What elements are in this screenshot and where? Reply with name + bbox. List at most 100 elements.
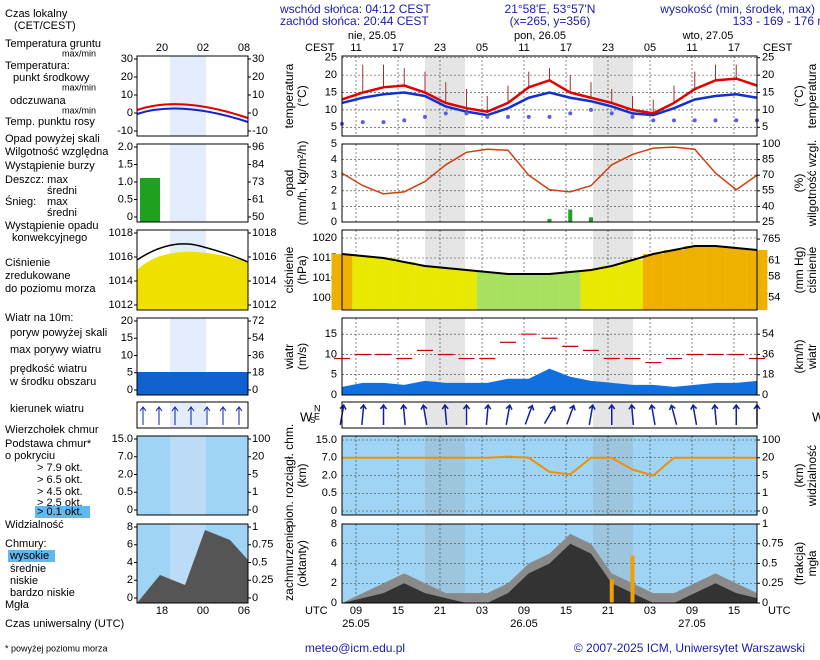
compass: W [812, 409, 820, 424]
legend-tick-label: 1016 [252, 251, 276, 263]
legend-tick-label: 36 [252, 349, 264, 361]
y-tick-label: 25 [325, 52, 337, 64]
pressure-fill [414, 266, 436, 310]
legend-hour: 18 [156, 605, 168, 617]
wind-arrow [484, 403, 492, 426]
y2-tick-label: 0 [762, 505, 768, 517]
top-tick-label: 05 [476, 42, 488, 54]
y-tick-label: 0.5 [322, 487, 337, 499]
legend-tick-label: -10 [117, 125, 133, 137]
legend-label: Wiatr na 10m: [5, 312, 73, 324]
top-tick-label: 17 [560, 42, 572, 54]
compass: N [314, 403, 321, 413]
legend-box [35, 506, 90, 518]
panel-border [341, 55, 758, 137]
legend-label: max/min [62, 48, 96, 58]
y2-tick-label: 0 [762, 597, 768, 609]
footer-note: * powyżej poziomu morza [5, 643, 108, 653]
pressure-fill [622, 260, 643, 310]
axis-title: (oktanty) [295, 540, 309, 587]
y2-tick-label: 20 [762, 69, 774, 81]
y2-tick-label: 5 [762, 469, 768, 481]
legend-label: prędkość wiatru [10, 363, 87, 375]
legend-tick-label: 2.0 [118, 468, 133, 480]
legend-tick-label: 0 [127, 384, 133, 396]
legend-label: konwekcyjnego [12, 232, 87, 244]
y-tick-label: 1010 [313, 272, 337, 284]
dew-point [485, 114, 490, 119]
dew-point [443, 111, 448, 116]
legend-label: średni [47, 207, 77, 219]
precip-bar [568, 209, 573, 222]
y2-tick-label: 25 [762, 216, 774, 228]
legend-label: Wilgotność względna [5, 146, 109, 158]
compass: E [314, 411, 320, 421]
legend-label: > 6.5 okt. [37, 474, 83, 486]
legend-label: Śnieg: [5, 195, 36, 208]
legend-night [170, 144, 206, 222]
legend-tick-label: 6 [127, 539, 133, 551]
legend-tick-label: 54 [252, 332, 264, 344]
bottom-label: UTC [305, 605, 328, 617]
legend-tick-label: 0 [127, 592, 133, 604]
top-tick-label: 17 [728, 42, 740, 54]
wind-arrow [648, 403, 656, 425]
legend-night [170, 56, 206, 136]
y-tick-label: 4 [331, 557, 337, 569]
y-tick-label: 0 [331, 389, 337, 401]
y-tick-label: 1015 [313, 252, 337, 264]
top-tick-label: 11 [518, 42, 529, 54]
legend-tick-label: 4 [127, 556, 133, 568]
night-band [593, 56, 633, 136]
panel-border [341, 143, 758, 223]
legend-label: zredukowane [5, 270, 70, 282]
legend-border [136, 317, 249, 396]
legend-border [136, 401, 249, 429]
axis-title: pion. rozciągł. chm. [282, 424, 296, 527]
legend-tick-label: 15 [121, 332, 133, 344]
dew-point [568, 111, 573, 116]
legend-hour: 06 [238, 605, 250, 617]
night-band [425, 144, 465, 222]
legend-tick-label: 30 [121, 53, 133, 65]
panel [342, 56, 757, 136]
humidity-line [341, 146, 758, 195]
legend-label: max/min [62, 105, 96, 115]
legend-label: odczuwana [10, 95, 67, 107]
legend-tick-label: 18 [252, 367, 264, 379]
legend-tick-label: 2.0 [118, 141, 133, 153]
wind-arrow [379, 403, 388, 425]
wind-arrow [628, 403, 636, 426]
top-tick-label: 05 [644, 42, 656, 54]
bottom-tick-label: 09 [686, 605, 698, 617]
y2-tick-label: 20 [762, 452, 774, 464]
y2-tick-label: 0 [762, 389, 768, 401]
legend-label: Temp. punktu rosy [5, 116, 95, 128]
top-tick-label: 17 [392, 42, 404, 54]
legend-label: Czas uniwersalny (UTC) [5, 618, 124, 630]
dew-point [423, 114, 427, 119]
pressure-fill [352, 256, 374, 310]
dew-point [589, 107, 593, 112]
legend-sample [137, 372, 248, 395]
pressure-fill [476, 272, 498, 310]
dew-point [547, 114, 552, 119]
pressure-fill [580, 270, 602, 310]
y-tick-label: 0 [331, 597, 337, 609]
sunset: zachód słońca: 20:44 CEST [280, 14, 429, 28]
legend-tick-label: 73 [252, 176, 264, 188]
top-tick-label: 23 [434, 42, 446, 54]
legend-label: Mgła [5, 599, 30, 611]
y2-tick-label: 54 [762, 328, 774, 340]
legend-hour: 08 [238, 42, 250, 54]
legend-tick-label: 84 [252, 158, 264, 170]
legend-hour: 02 [197, 42, 209, 54]
legend-tick-label: 1 [252, 486, 258, 498]
wind-arrow [524, 404, 535, 425]
pressure-fill [705, 246, 726, 310]
pressure-fill [393, 262, 415, 310]
legend-sample [136, 243, 249, 263]
wind-arrow [505, 403, 513, 425]
y2-tick-label: 0.25 [762, 577, 783, 589]
y-tick-label: 2.0 [322, 469, 337, 481]
